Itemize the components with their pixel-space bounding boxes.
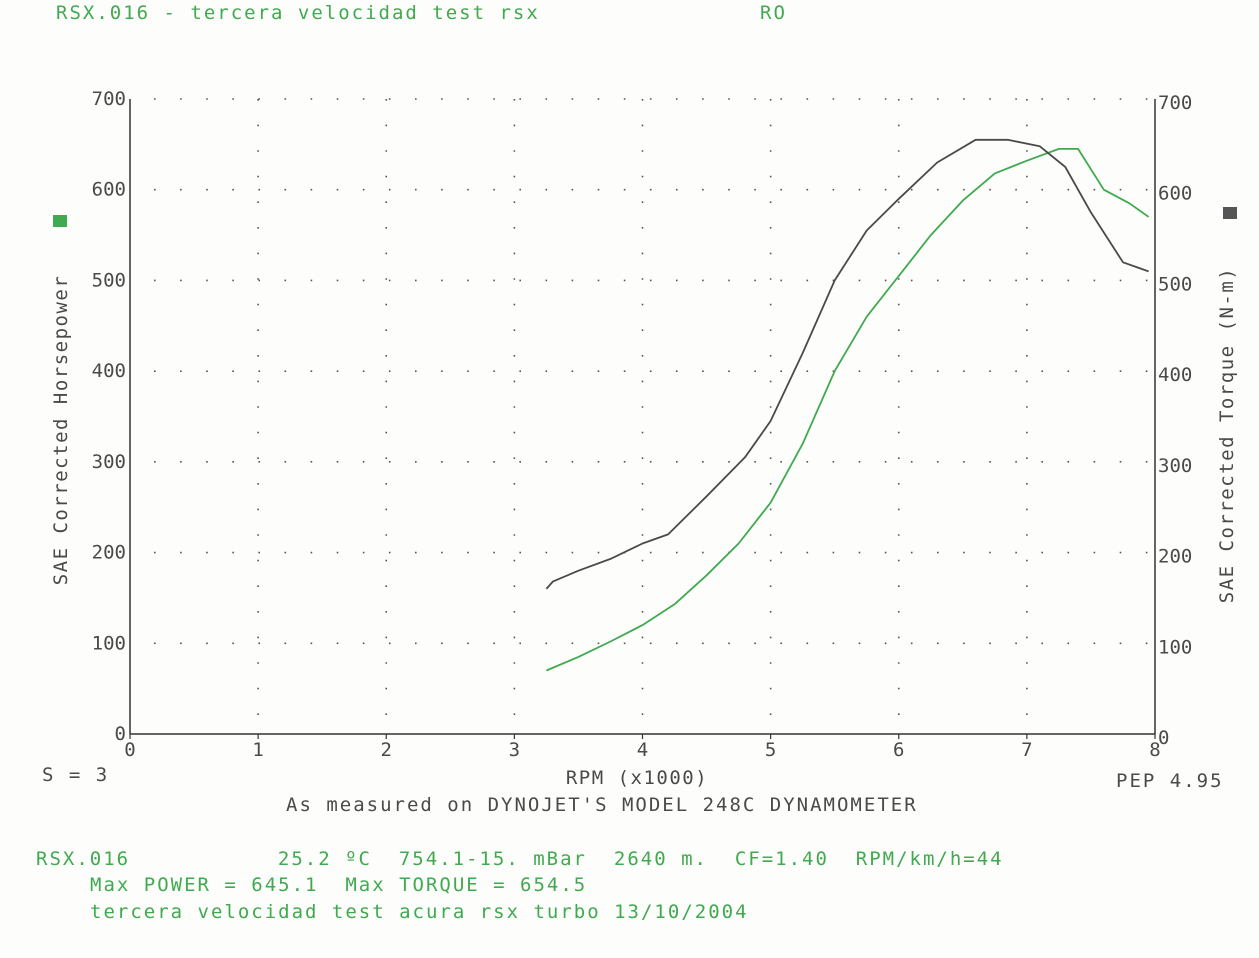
- grid: [154, 98, 1155, 734]
- tick-labels: 0 1 2 3 4 5 6 7 80100200300400500600700010020030…: [92, 88, 1193, 761]
- left-tick-label: 400: [92, 360, 126, 382]
- right-tick-label: 300: [1158, 455, 1192, 477]
- series-lines: [545, 138, 1150, 672]
- x-tick-label: 0: [124, 739, 135, 761]
- max-values-line: Max POWER = 645.1 Max TORQUE = 654.5: [90, 874, 588, 896]
- description-line: tercera velocidad test acura rsx turbo 1…: [90, 901, 749, 923]
- x-tick-label: 5: [765, 739, 776, 761]
- left-tick-label: 700: [92, 88, 126, 110]
- header-code: RO: [760, 2, 787, 24]
- left-axis-title: SAE Corrected Horsepower: [50, 275, 72, 586]
- x-tick-label: 3: [509, 739, 520, 761]
- right-tick-label: 600: [1158, 183, 1192, 205]
- left-tick-label: 200: [92, 542, 126, 564]
- power-curve: [546, 147, 1150, 672]
- measured-note: As measured on DYNOJET'S MODEL 248C DYNA…: [286, 794, 918, 816]
- left-tick-label: 500: [92, 269, 126, 291]
- x-tick-label: 4: [637, 739, 648, 761]
- x-tick-label: 7: [1021, 739, 1032, 761]
- right-tick-label: 0: [1158, 727, 1169, 749]
- run-info-line: RSX.016 25.2 ºC 754.1-15. mBar 2640 m. C…: [36, 848, 1004, 870]
- x-axis-title: RPM (x1000): [566, 767, 708, 789]
- torque-curve: [545, 138, 1149, 590]
- left-tick-label: 100: [92, 632, 126, 654]
- pep-label: PEP 4.95: [1116, 770, 1224, 792]
- right-tick-label: 500: [1158, 273, 1192, 295]
- right-axis-title: SAE Corrected Torque (N-m): [1216, 267, 1238, 603]
- right-tick-label: 700: [1158, 92, 1192, 114]
- left-tick-label: 600: [92, 179, 126, 201]
- right-tick-label: 100: [1158, 636, 1192, 658]
- power-legend-marker: [53, 215, 67, 227]
- header-title: RSX.016 - tercera velocidad test rsx: [56, 2, 540, 24]
- left-tick-label: 300: [92, 451, 126, 473]
- axes: [129, 99, 1156, 739]
- s-label: S = 3: [42, 764, 110, 786]
- right-tick-label: 400: [1158, 364, 1192, 386]
- x-tick-label: 2: [381, 739, 392, 761]
- left-tick-label: 0: [115, 723, 126, 745]
- x-tick-label: 6: [893, 739, 904, 761]
- torque-legend-marker: [1223, 207, 1237, 219]
- x-tick-label: 1: [252, 739, 263, 761]
- x-tick-label: 8: [1149, 739, 1160, 761]
- right-tick-label: 200: [1158, 546, 1192, 568]
